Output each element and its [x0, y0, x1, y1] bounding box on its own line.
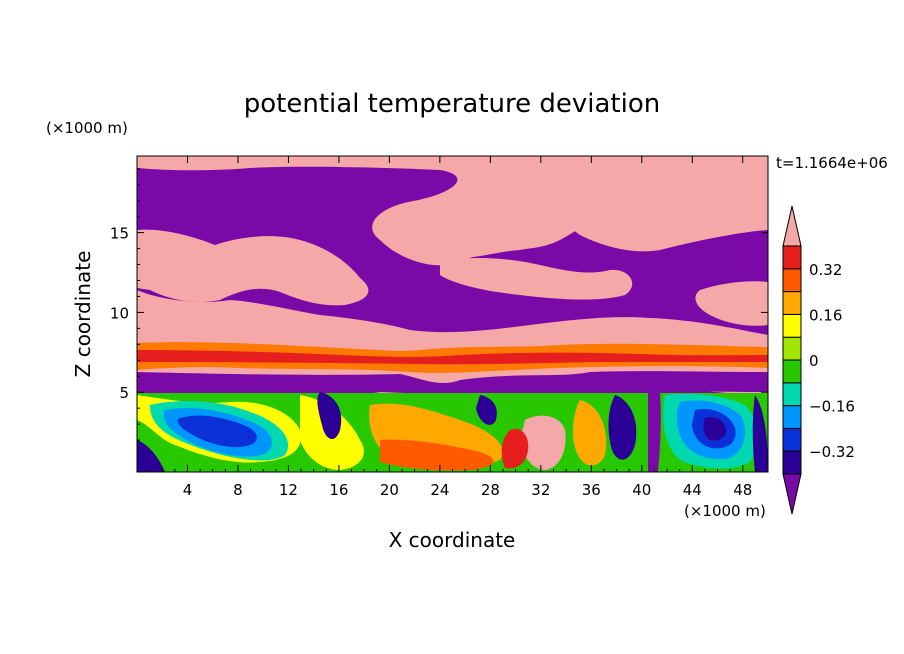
region-midright-pink [440, 258, 633, 300]
y-axis-label: Z coordinate [71, 251, 95, 378]
colorbar-box [782, 291, 802, 315]
time-label: t=1.1664e+06 [776, 154, 888, 172]
region-bottom-orange4 [572, 400, 607, 466]
region-midleft-pink [137, 229, 369, 306]
x-tick-label: 20 [380, 481, 399, 499]
region-bottom-red2 [380, 439, 494, 471]
colorbar-label: 0.16 [809, 306, 842, 324]
colorbar-box [782, 427, 802, 452]
region-bottom-darkblue1 [177, 415, 257, 448]
y-axis: 5 10 15 [110, 168, 768, 457]
colorbar-box [782, 359, 802, 384]
colorbar-box [782, 268, 802, 293]
x-tick-label: 16 [329, 481, 348, 499]
x-tick-label: 44 [683, 481, 702, 499]
colorbar-box [782, 450, 802, 475]
colorbar-box [782, 245, 802, 270]
colorbar-extend-max [782, 205, 802, 247]
colorbar-box [782, 405, 802, 429]
region-bottom-pink3 [520, 415, 566, 470]
region-bottom-navy5 [703, 417, 726, 441]
region-bottom-darkblue3 [476, 395, 497, 425]
contour-field [137, 156, 768, 472]
colorbar: 0.32 0.16 0 −0.16 −0.32 [782, 205, 855, 515]
x-tick-label: 32 [531, 481, 550, 499]
region-bottom-darkblue4 [608, 395, 637, 460]
colorbar-box [782, 336, 802, 361]
colorbar-label: 0.32 [809, 261, 842, 279]
colorbar-box [782, 382, 802, 407]
region-bottom-purple5 [648, 392, 661, 472]
region-farright-pink [695, 281, 768, 326]
region-bottom-darkblue-edge [137, 440, 165, 472]
y-tick-label: 5 [119, 384, 129, 402]
colorbar-label: −0.16 [809, 398, 855, 416]
region-upper-right-pink [566, 158, 768, 252]
x-unit-label: (×1000 m) [684, 502, 766, 520]
colorbar-label: −0.32 [809, 443, 855, 461]
y-tick-label: 10 [110, 304, 129, 322]
colorbar-box [782, 313, 802, 338]
x-tick-label: 40 [632, 481, 651, 499]
region-bottom-red3 [501, 428, 529, 469]
x-tick-label: 4 [183, 481, 193, 499]
colorbar-label: 0 [809, 352, 819, 370]
x-tick-label: 48 [733, 481, 752, 499]
y-tick-label: 15 [110, 225, 129, 243]
colorbar-extend-min [782, 473, 802, 515]
x-tick-label: 8 [233, 481, 243, 499]
x-tick-label: 28 [481, 481, 500, 499]
region-low-purple [137, 371, 768, 397]
region-bottom-darkblue-edge2 [752, 395, 768, 472]
x-tick-label: 36 [582, 481, 601, 499]
region-upper-mid-pink [375, 189, 561, 258]
x-axis: 4 8 12 16 20 24 28 32 36 40 44 48 [149, 156, 756, 499]
region-red-stripe [137, 350, 768, 365]
y-unit-label: (×1000 m) [46, 119, 128, 137]
x-tick-label: 12 [279, 481, 298, 499]
region-bottom-darkblue2 [317, 392, 342, 440]
x-axis-label: X coordinate [389, 528, 516, 552]
chart-title: potential temperature deviation [244, 89, 660, 119]
x-tick-label: 24 [430, 481, 449, 499]
